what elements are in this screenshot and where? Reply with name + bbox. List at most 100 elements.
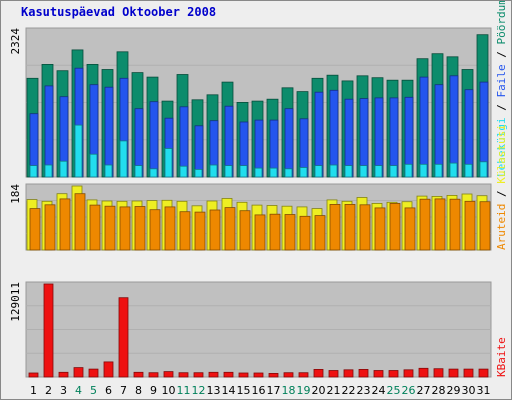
bar-kbytes-0-day-30 — [463, 368, 474, 378]
x-tick-label-14: 14 — [222, 384, 236, 397]
x-tick-label-18: 18 — [282, 384, 296, 397]
legend-middle: Aruteid / Külastusi — [495, 124, 508, 250]
bar-hits-2-day-16 — [254, 167, 263, 178]
bar-kbytes-0-day-2 — [43, 283, 54, 378]
bar-kbytes-0-day-7 — [118, 297, 129, 378]
bar-visits-1-day-28 — [434, 198, 446, 251]
bar-kbytes-0-day-23 — [358, 368, 369, 378]
bar-visits-1-day-18 — [284, 214, 296, 251]
bar-kbytes-0-day-27 — [418, 367, 429, 378]
bar-kbytes-0-day-6 — [103, 361, 114, 378]
bar-kbytes-0-day-22 — [343, 369, 354, 378]
bar-hits-1-day-20 — [314, 91, 324, 178]
x-tick-label-27: 27 — [417, 384, 431, 397]
bar-visits-1-day-2 — [44, 204, 56, 251]
legend-top: Lehekülgi / Faile / Pöördumisi — [495, 1, 508, 177]
bar-visits-1-day-8 — [134, 206, 146, 251]
x-tick-label-19: 19 — [297, 384, 311, 397]
bar-kbytes-0-day-18 — [283, 372, 294, 378]
bar-hits-1-day-27 — [419, 76, 429, 178]
chart-title: Kasutuspäevad Oktoober 2008 — [21, 5, 217, 19]
bar-hits-1-day-6 — [104, 86, 114, 178]
bar-hits-2-day-23 — [359, 165, 368, 178]
bar-kbytes-0-day-3 — [58, 371, 69, 378]
bar-kbytes-0-day-13 — [208, 371, 219, 378]
bar-visits-1-day-17 — [269, 213, 281, 251]
bar-visits-1-day-21 — [329, 203, 341, 251]
bar-hits-2-day-1 — [29, 165, 38, 178]
ymax-label-visits: 184 — [9, 184, 22, 204]
bar-hits-1-day-18 — [284, 108, 294, 178]
bar-visits-1-day-24 — [374, 207, 386, 251]
bar-hits-2-day-2 — [44, 164, 53, 178]
bar-hits-1-day-24 — [374, 97, 384, 178]
bar-hits-2-day-26 — [404, 163, 413, 178]
bar-hits-2-day-6 — [104, 164, 113, 178]
bar-kbytes-0-day-1 — [28, 372, 39, 378]
legend-item-Külastusi: Külastusi — [495, 124, 508, 184]
bar-visits-1-day-15 — [239, 210, 251, 251]
legend-item-Aruteid: Aruteid — [495, 204, 508, 250]
bar-hits-2-day-4 — [74, 124, 83, 178]
ymax-label-kbytes: 129011 — [9, 282, 22, 322]
bar-hits-1-day-9 — [149, 101, 159, 178]
x-tick-label-9: 9 — [150, 384, 157, 397]
bar-visits-1-day-11 — [179, 211, 191, 251]
bar-kbytes-0-day-29 — [448, 368, 459, 378]
bar-hits-2-day-28 — [434, 163, 443, 178]
x-tick-label-17: 17 — [267, 384, 281, 397]
bar-hits-2-day-11 — [179, 165, 188, 178]
x-tick-label-8: 8 — [135, 384, 142, 397]
bar-visits-1-day-22 — [344, 203, 356, 251]
bar-kbytes-0-day-14 — [223, 371, 234, 378]
x-tick-label-5: 5 — [90, 384, 97, 397]
bar-visits-1-day-3 — [59, 198, 71, 251]
bar-kbytes-0-day-11 — [178, 372, 189, 378]
x-tick-label-21: 21 — [327, 384, 341, 397]
bar-visits-1-day-14 — [224, 207, 236, 251]
x-tick-label-15: 15 — [237, 384, 251, 397]
bar-hits-2-day-30 — [464, 163, 473, 178]
bar-visits-1-day-9 — [149, 209, 161, 251]
bar-visits-1-day-27 — [419, 198, 431, 251]
x-tick-label-2: 2 — [45, 384, 52, 397]
bar-hits-1-day-2 — [44, 85, 54, 178]
bar-visits-1-day-12 — [194, 211, 206, 251]
legend-bottom: KBaite — [495, 337, 508, 377]
bar-visits-1-day-26 — [404, 207, 416, 251]
legend-item-KBaite: KBaite — [495, 337, 508, 377]
bar-visits-1-day-1 — [29, 208, 41, 251]
bar-hits-2-day-29 — [449, 162, 458, 178]
bar-hits-2-day-5 — [89, 153, 98, 178]
bar-visits-1-day-23 — [359, 204, 371, 251]
x-tick-label-12: 12 — [192, 384, 206, 397]
bar-visits-1-day-13 — [209, 209, 221, 251]
legend-separator: / — [495, 184, 508, 204]
bar-hits-2-day-17 — [269, 167, 278, 178]
bar-hits-1-day-21 — [329, 89, 339, 178]
bar-kbytes-0-day-31 — [478, 368, 489, 378]
legend-item-Lehekülgi: Lehekülgi — [495, 117, 508, 177]
x-tick-label-31: 31 — [477, 384, 491, 397]
bar-hits-2-day-8 — [134, 165, 143, 178]
ymax-label-hits: 2324 — [9, 28, 22, 55]
x-tick-label-10: 10 — [162, 384, 176, 397]
bar-visits-1-day-4 — [74, 193, 86, 251]
legend-item-Faile: Faile — [495, 64, 508, 97]
bar-visits-1-day-6 — [104, 205, 116, 251]
bar-kbytes-0-day-10 — [163, 371, 174, 378]
bar-kbytes-0-day-20 — [313, 368, 324, 378]
bar-hits-2-day-7 — [119, 140, 128, 178]
bar-visits-1-day-25 — [389, 202, 401, 251]
bar-hits-2-day-13 — [209, 164, 218, 178]
legend-separator: / — [495, 45, 508, 65]
x-tick-label-28: 28 — [432, 384, 446, 397]
bar-hits-2-day-27 — [419, 163, 428, 178]
bar-hits-2-day-3 — [59, 160, 68, 178]
x-tick-label-3: 3 — [60, 384, 67, 397]
bar-hits-2-day-15 — [239, 165, 248, 178]
bar-hits-2-day-10 — [164, 148, 173, 178]
bar-hits-2-day-24 — [374, 165, 383, 178]
